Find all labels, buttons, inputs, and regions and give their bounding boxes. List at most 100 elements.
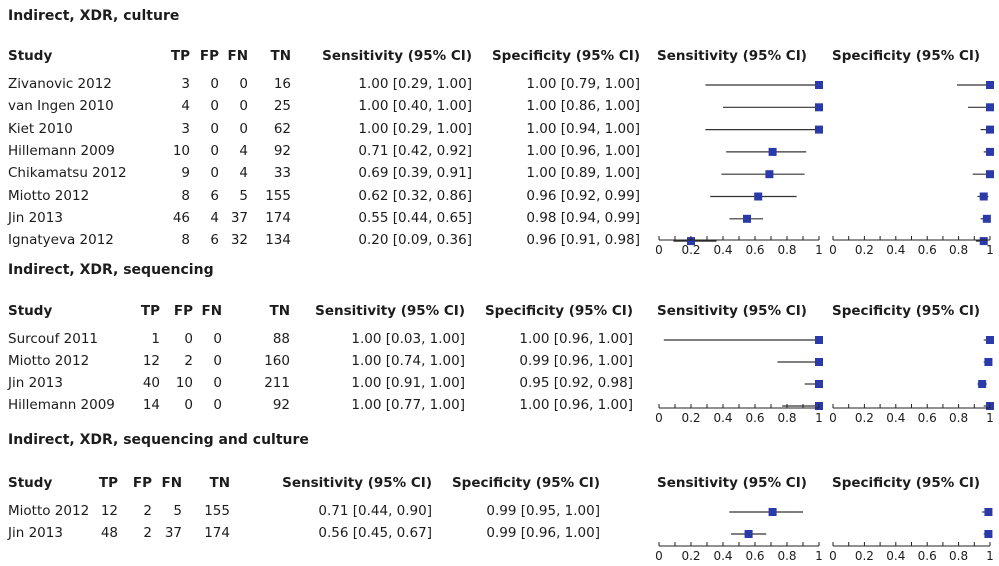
tp-value: 10 (172, 142, 190, 159)
header-study: Study (8, 48, 53, 64)
tp-value: 4 (181, 98, 190, 115)
specificity-ci-text: 0.99 [0.96, 1.00] (486, 525, 600, 541)
sensitivity-forest-plot: 0 0.2 0.4 0.6 0.8 1 (655, 81, 823, 257)
specificity-ci-text: 1.00 [0.96, 1.00] (519, 397, 633, 413)
specificity-tick-label: 0.8 (949, 243, 968, 257)
tp-value: 46 (172, 209, 190, 226)
sensitivity-point-estimate (815, 81, 823, 89)
tp-value: 8 (181, 232, 190, 249)
sensitivity-ci-text: 0.20 [0.09, 0.36] (358, 232, 472, 249)
specificity-point-estimate (979, 192, 988, 201)
specificity-tick-label: 0.4 (886, 411, 905, 425)
fp-value: 2 (143, 503, 152, 519)
header-sensitivity: Sensitivity (95% CI) (315, 303, 465, 319)
specificity-point-estimate (986, 81, 994, 89)
sensitivity-tick-label: 0.8 (777, 411, 796, 425)
specificity-ci-text: 0.96 [0.91, 0.98] (526, 232, 640, 249)
tn-value: 62 (273, 120, 291, 137)
sensitivity-tick-label: 1 (815, 549, 823, 563)
sensitivity-point-estimate (744, 530, 753, 538)
sensitivity-ci-text: 1.00 [0.77, 1.00] (351, 397, 465, 413)
sensitivity-point-estimate (768, 508, 777, 516)
header-sensitivity-plot: Sensitivity (95% CI) (657, 475, 807, 491)
sensitivity-tick-label: 0.4 (713, 549, 732, 563)
study-name: Miotto 2012 (8, 503, 90, 519)
sensitivity-tick-label: 0 (655, 549, 663, 563)
sensitivity-point-estimate (765, 170, 774, 179)
specificity-tick-label: 0.4 (886, 243, 905, 257)
specificity-ci-text: 1.00 [0.86, 1.00] (526, 98, 640, 115)
specificity-tick-label: 0.2 (855, 549, 874, 563)
fn-value: 0 (213, 397, 222, 413)
sensitivity-tick-label: 0.8 (777, 549, 796, 563)
sensitivity-point-estimate (754, 192, 763, 201)
tn-value: 33 (273, 165, 291, 182)
sensitivity-tick-label: 0.4 (713, 243, 732, 257)
study-name: Zivanovic 2012 (8, 76, 112, 92)
tp-value: 14 (142, 397, 160, 413)
specificity-tick-label: 1 (986, 243, 994, 257)
specificity-ci-text: 1.00 [0.96, 1.00] (519, 331, 633, 347)
study-name: Hillemann 2009 (8, 397, 115, 413)
sensitivity-point-estimate (815, 103, 823, 112)
header-specificity-plot: Specificity (95% CI) (832, 48, 981, 64)
specificity-tick-label: 0.4 (886, 549, 905, 563)
fn-value: 0 (213, 353, 222, 369)
sensitivity-tick-label: 0.2 (681, 243, 700, 257)
specificity-tick-label: 0.8 (949, 549, 968, 563)
header-study: Study (8, 475, 53, 491)
sensitivity-tick-label: 0.8 (777, 243, 796, 257)
header-fp: FP (173, 303, 193, 319)
specificity-forest-plot: 0 0.2 0.4 0.6 0.8 1 (829, 336, 994, 425)
sensitivity-ci-text: 1.00 [0.03, 1.00] (351, 331, 465, 347)
sensitivity-ci-text: 0.56 [0.45, 0.67] (318, 525, 432, 541)
tn-value: 211 (264, 375, 290, 391)
sensitivity-point-estimate (687, 237, 695, 246)
fp-value: 0 (184, 397, 193, 413)
header-sensitivity: Sensitivity (95% CI) (282, 475, 432, 491)
sensitivity-tick-label: 0.2 (681, 411, 700, 425)
header-fn: FN (161, 475, 182, 491)
tn-value: 155 (265, 187, 291, 204)
tn-value: 174 (204, 525, 230, 541)
header-tp: TP (140, 303, 160, 319)
sensitivity-tick-label: 1 (815, 411, 823, 425)
tn-value: 16 (273, 76, 291, 92)
fp-value: 10 (175, 375, 193, 391)
fp-value: 6 (210, 232, 219, 249)
tp-value: 3 (181, 76, 190, 92)
fn-value: 0 (239, 76, 248, 92)
header-tp: TP (170, 48, 190, 64)
specificity-point-estimate (979, 237, 988, 246)
header-tp: TP (98, 475, 118, 491)
specificity-tick-label: 0.6 (918, 243, 937, 257)
sensitivity-ci-text: 1.00 [0.91, 1.00] (351, 375, 465, 391)
fn-value: 37 (164, 525, 182, 541)
study-name: Jin 2013 (8, 525, 63, 541)
specificity-tick-label: 0.8 (949, 411, 968, 425)
tp-value: 8 (181, 187, 190, 204)
specificity-tick-label: 0.6 (918, 549, 937, 563)
specificity-point-estimate (986, 336, 994, 344)
header-sensitivity-plot: Sensitivity (95% CI) (657, 48, 807, 64)
tp-value: 12 (142, 353, 160, 369)
specificity-tick-label: 1 (986, 411, 994, 425)
tn-value: 92 (273, 142, 291, 159)
sensitivity-ci-text: 1.00 [0.29, 1.00] (358, 76, 472, 92)
fp-value: 2 (184, 353, 193, 369)
sensitivity-tick-label: 0.4 (713, 411, 732, 425)
tn-value: 174 (265, 209, 291, 226)
sensitivity-forest-plot: 0 0.2 0.4 0.6 0.8 1 (655, 336, 823, 425)
sensitivity-forest-plot: 0 0.2 0.4 0.6 0.8 1 (655, 508, 823, 563)
fp-value: 0 (210, 165, 219, 182)
specificity-ci-text: 0.98 [0.94, 0.99] (526, 209, 640, 226)
sensitivity-tick-label: 0 (655, 411, 663, 425)
specificity-tick-label: 0 (829, 549, 837, 563)
sensitivity-tick-label: 0.6 (745, 243, 764, 257)
specificity-forest-plot: 0 0.2 0.4 0.6 0.8 1 (829, 508, 994, 563)
fn-value: 0 (213, 331, 222, 347)
tp-value: 12 (100, 503, 118, 519)
section-title: Indirect, XDR, sequencing and culture (8, 432, 309, 448)
fn-value: 32 (230, 232, 248, 249)
specificity-tick-label: 0 (829, 243, 837, 257)
